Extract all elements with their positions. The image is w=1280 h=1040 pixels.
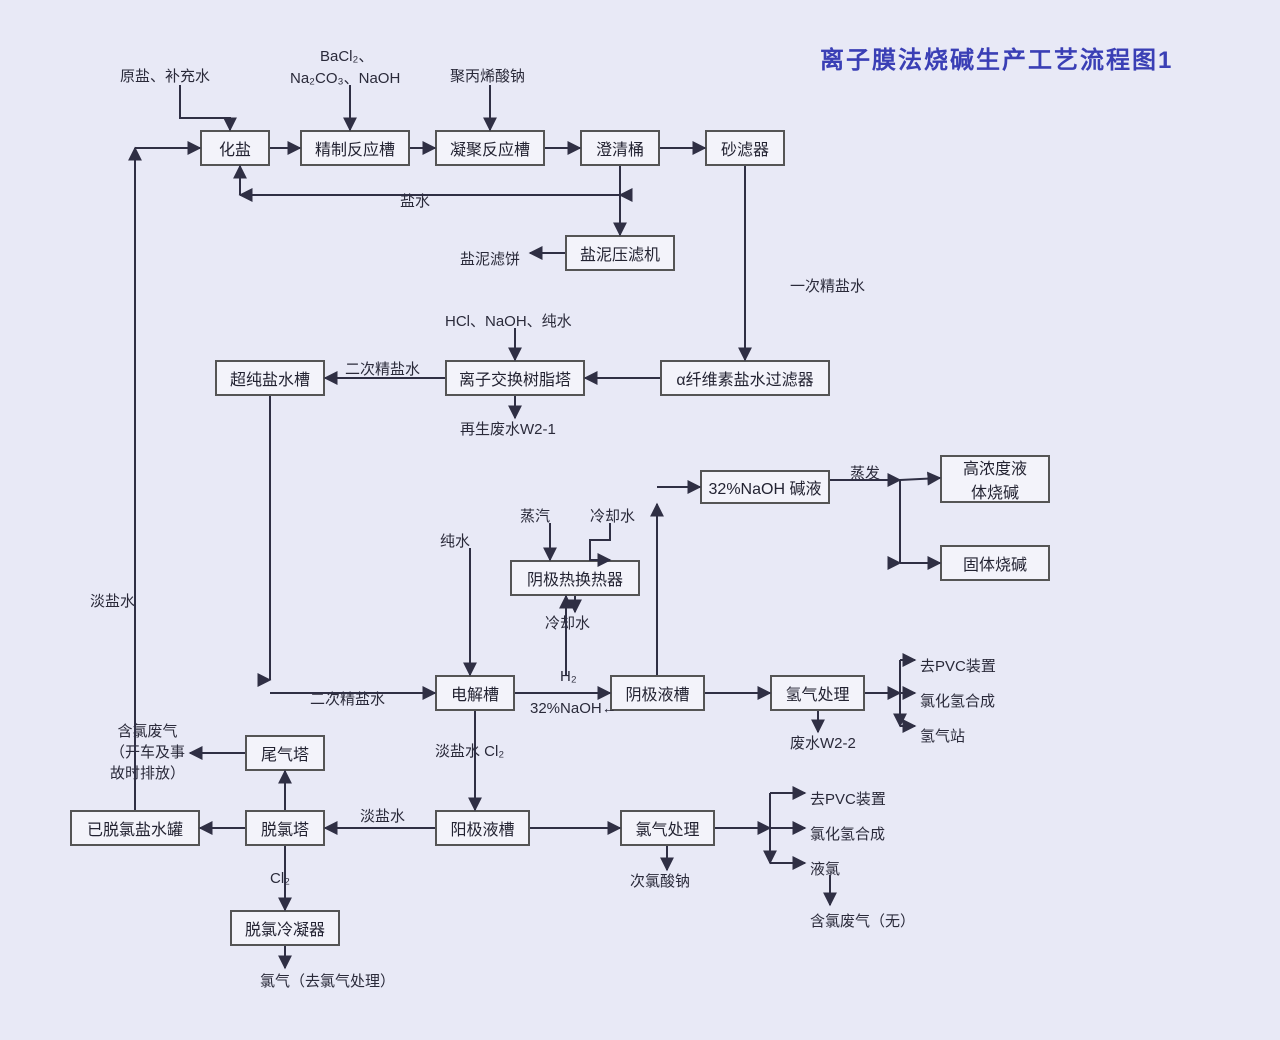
edge-0 [180, 85, 230, 130]
edges-layer [0, 0, 1280, 1040]
edge-30 [900, 478, 940, 480]
edge-21 [590, 523, 610, 560]
